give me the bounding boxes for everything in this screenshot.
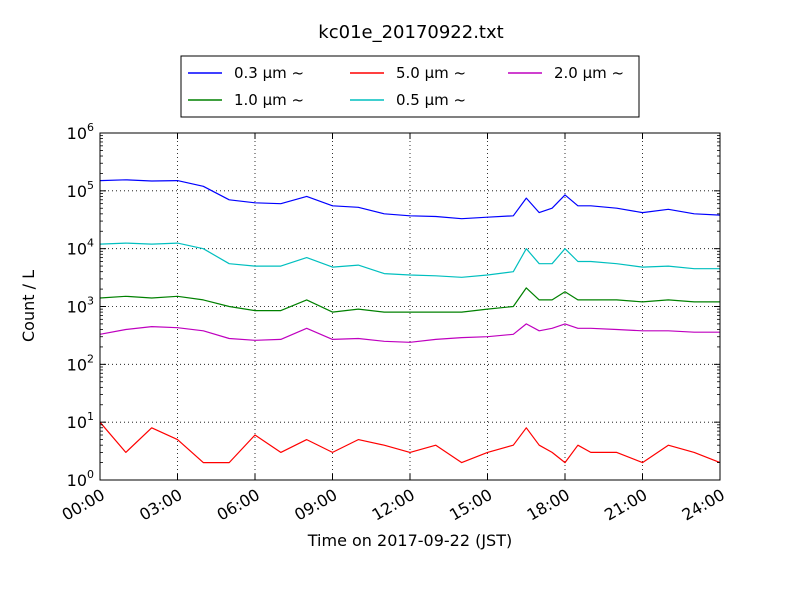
legend: 0.3 μm ~ 1.0 μm ~ 5.0 μm ~ 0.5 μm ~ 2.0 μm ~ [180,55,640,118]
legend-label: 0.3 μm ~ [234,64,304,82]
y-tick-base: 10 [67,355,87,374]
y-tick-base: 10 [67,182,87,201]
ticks [99,132,721,481]
y-tick-label: 101 [67,410,94,432]
y-tick-label: 102 [67,352,94,374]
series-line-3 [99,242,720,278]
y-tick-exponent: 0 [87,468,94,481]
legend-box [180,55,640,118]
x-axis-label: Time on 2017-09-22 (JST) [307,531,512,550]
series-line-2 [99,421,721,464]
y-tick-exponent: 1 [87,410,94,423]
y-tick-base: 10 [67,413,87,432]
series-line-1 [99,287,720,313]
y-tick-base: 10 [67,471,87,490]
series-line-4 [99,323,720,343]
y-tick-exponent: 5 [87,179,94,192]
y-tick-label: 104 [67,237,94,259]
y-tick-base: 10 [67,298,87,317]
y-tick-base: 10 [67,124,87,143]
y-tick-exponent: 3 [87,295,94,308]
series-line-0 [99,179,721,220]
y-tick-base: 10 [67,240,87,259]
legend-label: 0.5 μm ~ [396,91,466,109]
legend-label: 2.0 μm ~ [554,64,624,82]
legend-label: 1.0 μm ~ [234,91,304,109]
y-tick-exponent: 2 [87,352,94,365]
y-axis-label: Count / L [19,270,38,342]
legend-label: 5.0 μm ~ [396,64,466,82]
chart-title: kc01e_20170922.txt [318,22,503,43]
y-tick-exponent: 4 [87,237,94,250]
y-tick-label: 105 [67,179,94,201]
grid [100,133,720,480]
y-tick-label: 103 [67,295,94,317]
series-layer [99,179,721,464]
y-tick-label: 100 [67,468,94,490]
y-tick-exponent: 6 [87,121,94,134]
y-tick-label: 106 [67,121,94,143]
